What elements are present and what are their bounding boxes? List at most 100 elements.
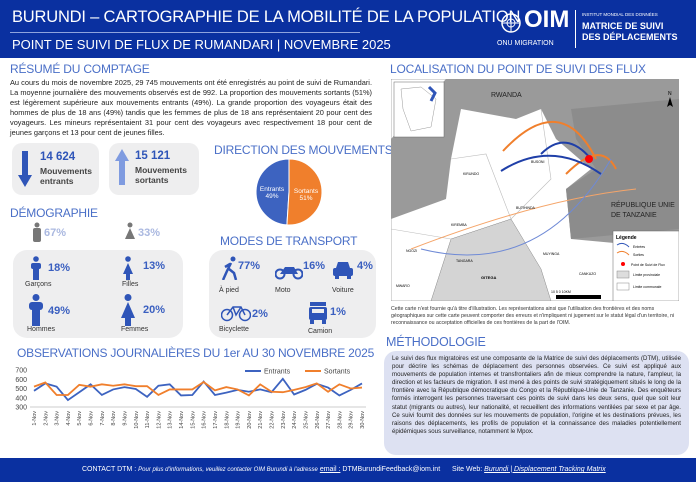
place-label: KIRUNDO — [463, 172, 479, 176]
daily-line-chart: 300 400 500 600 700 1-Nov 2-Nov 3-Nov 4-Nov 5-Nov… — [15, 368, 366, 429]
femmes-label: Femmes — [121, 326, 149, 333]
stat-entrants: 14 624 Mouvements entrants — [12, 143, 99, 195]
y-tick-label: 700 — [15, 368, 27, 375]
x-tick-label: 24-Nov — [292, 411, 298, 429]
x-tick-label: 7-Nov — [100, 411, 106, 426]
x-tick-label: 28-Nov — [337, 411, 343, 429]
bicyclette-label: Bicyclette — [219, 326, 249, 333]
site-link[interactable]: Burundi | Displacement Tracking Matrix — [484, 466, 606, 473]
place-label: MWARO — [396, 284, 410, 288]
map-title: LOCALISATION DU POINT DE SUIVI DES FLUX — [390, 62, 646, 76]
rwanda-label: RWANDA — [491, 92, 522, 99]
oim-logo: OIM — [524, 6, 570, 33]
tanzanie-label: RÉPUBLIQUE UNIE — [611, 200, 675, 209]
x-tick-label: 3-Nov — [55, 411, 61, 426]
email-label: email : — [319, 466, 341, 473]
pie-slice-sortants — [286, 158, 323, 226]
demo-box: 18% Garçons 13% Filles 49% Hommes 20% Fe… — [13, 250, 183, 338]
north-arrow-icon: N — [668, 91, 672, 97]
x-tick-label: 22-Nov — [270, 411, 276, 429]
un-emblem-icon — [501, 13, 521, 33]
dtm-line: DES DÉPLACEMENTS — [582, 32, 678, 42]
legend-prov: Limite provinciale — [633, 273, 660, 277]
entrants-value: 14 624 — [40, 151, 76, 163]
label-line: entrants — [40, 176, 74, 186]
chart-title: OBSERVATIONS JOURNALIÈRES DU 1er AU 30 N… — [17, 346, 375, 360]
pie-label-sortants: Sortants 51% — [292, 188, 320, 202]
sortants-label: Mouvements sortants — [135, 165, 187, 185]
legend-label: Entrants — [264, 369, 291, 376]
x-tick-label: 15-Nov — [190, 411, 196, 429]
boy-icon — [31, 256, 41, 280]
bicycle-icon — [221, 306, 251, 322]
male-icon — [33, 222, 41, 242]
x-tick-label: 2-Nov — [43, 411, 49, 426]
arrow-down-icon — [18, 151, 32, 187]
contact-text: Pour plus d'informations, veuillez conta… — [138, 467, 318, 473]
page-title: BURUNDI – CARTOGRAPHIE DE LA MOBILITÉ DE… — [12, 8, 521, 26]
x-tick-label: 20-Nov — [247, 411, 253, 429]
pct: 51% — [299, 195, 313, 202]
pied-pct: 77% — [238, 260, 261, 272]
female-pct: 33% — [138, 227, 161, 239]
x-tick-label: 11-Nov — [145, 411, 151, 429]
place-label: BUTIHINDA — [516, 206, 536, 210]
map-disclaimer: Cette carte n'est fournie qu'à titre d'i… — [391, 306, 675, 326]
woman-icon — [121, 294, 135, 326]
man-icon — [29, 294, 43, 326]
label-line: sortants — [135, 175, 169, 185]
map: RWANDA RÉPUBLIQUE UNIE DE TANZANIE BUSON… — [391, 79, 679, 301]
inset-map — [393, 81, 445, 138]
contact-label: CONTACT DTM : — [82, 466, 137, 473]
moto-pct: 16% — [303, 260, 326, 272]
x-tick-label: 16-Nov — [202, 411, 208, 429]
x-tick-label: 17-Nov — [213, 411, 219, 429]
x-tick-label: 13-Nov — [168, 411, 174, 429]
x-tick-label: 23-Nov — [281, 411, 287, 429]
site-label: Site Web: — [452, 466, 483, 473]
moto-label: Moto — [275, 287, 291, 294]
place-label: NGOZI — [406, 249, 417, 253]
footer-site: Site Web: Burundi | Displacement Trackin… — [452, 466, 606, 473]
female-icon — [125, 222, 135, 239]
resume-text: Au cours du mois de novembre 2025, 29 74… — [10, 78, 372, 137]
methodo-box: Le suivi des flux migratoires est une co… — [384, 351, 689, 455]
methodo-text: Le suivi des flux migratoires est une co… — [392, 355, 681, 435]
direction-title: DIRECTION DES MOUVEMENTS — [214, 143, 393, 157]
label-line: Mouvements — [40, 166, 92, 176]
place-label: TANGARA — [456, 259, 473, 263]
divider — [10, 32, 360, 33]
transport-box: 77% À pied 16% Moto 4% Voiture 2% Bicycl… — [209, 250, 376, 338]
series-line-entrants — [33, 377, 363, 402]
legend-title: Légende — [616, 235, 637, 241]
truck-icon — [309, 302, 327, 324]
x-tick-label: 10-Nov — [134, 411, 140, 429]
footer-contact: CONTACT DTM : Pour plus d'informations, … — [82, 466, 440, 473]
place-label: KIREMBA — [451, 223, 467, 227]
oim-logo-sub: ONU MIGRATION — [497, 40, 554, 47]
bicyclette-pct: 2% — [252, 308, 268, 320]
garcons-label: Garçons — [25, 281, 52, 288]
x-tick-label: 5-Nov — [77, 411, 83, 426]
resume-title: RÉSUMÉ DU COMPTAGE — [10, 62, 150, 76]
legend-entrees: Entrées — [633, 245, 645, 249]
tracking-point-marker — [585, 155, 593, 163]
legend-comm: Limite communale — [633, 285, 661, 289]
y-tick-label: 300 — [15, 405, 27, 412]
legend-label: Sortants — [324, 369, 351, 376]
x-tick-label: 26-Nov — [315, 411, 321, 429]
x-tick-label: 12-Nov — [156, 411, 162, 429]
email-link[interactable]: DTMBurundiFeedback@iom.int — [342, 466, 441, 473]
entrants-label: Mouvements entrants — [40, 166, 92, 186]
place-label: BUSONI — [531, 160, 544, 164]
arrow-up-icon — [115, 149, 129, 185]
dtm-line: MATRICE DE SUIVI — [582, 21, 664, 31]
demo-title: DÉMOGRAPHIE — [10, 206, 98, 220]
dtm-logo: MATRICE DE SUIVI DES DÉPLACEMENTS — [582, 21, 678, 43]
filles-pct: 13% — [143, 260, 166, 272]
x-tick-label: 8-Nov — [111, 411, 117, 426]
page-subtitle: POINT DE SUIVI DE FLUX DE RUMANDARI | NO… — [12, 37, 391, 52]
series-line-sortants — [33, 380, 363, 397]
transport-title: MODES DE TRANSPORT — [220, 234, 358, 248]
male-pct: 67% — [44, 227, 67, 239]
